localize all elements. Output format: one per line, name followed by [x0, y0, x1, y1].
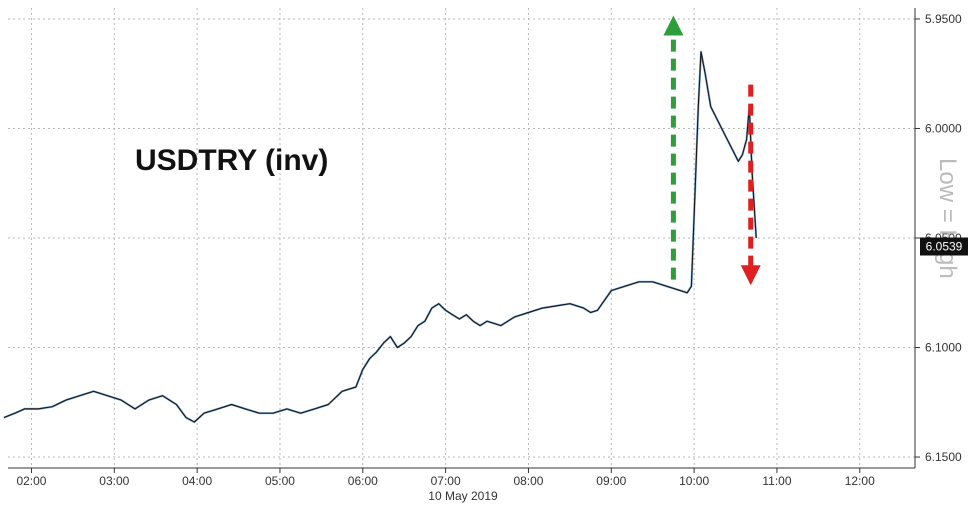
y-tick-label: 6.1500	[925, 450, 962, 464]
annotation-arrows	[663, 15, 761, 286]
x-tick-label: 10:00	[679, 474, 709, 488]
price-series	[3, 50, 758, 424]
series-line	[3, 51, 757, 423]
y-tick-label: 6.1000	[925, 341, 962, 355]
x-tick-label: 12:00	[845, 474, 875, 488]
last-value-tag: 6.0539	[920, 237, 968, 256]
x-tick-label: 11:00	[762, 474, 791, 488]
grid	[8, 8, 915, 468]
x-tick-label: 04:00	[182, 474, 212, 488]
y-tick-label: 5.9500	[925, 12, 962, 26]
last-value-background	[920, 237, 968, 256]
axes: 02:00 03:00 04:00 05:00 06:00 07:00 08:00 09:00…	[8, 8, 962, 488]
x-tick-label: 09:00	[596, 474, 626, 488]
y-tick-label: 6.0000	[925, 121, 962, 135]
x-tick-label: 07:00	[431, 474, 461, 488]
date-label: 10 May 2019	[428, 489, 498, 503]
x-tick-label: 08:00	[513, 474, 543, 488]
side-note: Low = High	[934, 158, 961, 279]
chart-title: USDTRY (inv)	[135, 144, 328, 177]
x-tick-label: 03:00	[99, 474, 129, 488]
x-tick-label: 05:00	[265, 474, 295, 488]
last-value-label: 6.0539	[926, 240, 963, 254]
x-tick-label: 06:00	[348, 474, 378, 488]
x-tick-label: 02:00	[16, 474, 46, 488]
